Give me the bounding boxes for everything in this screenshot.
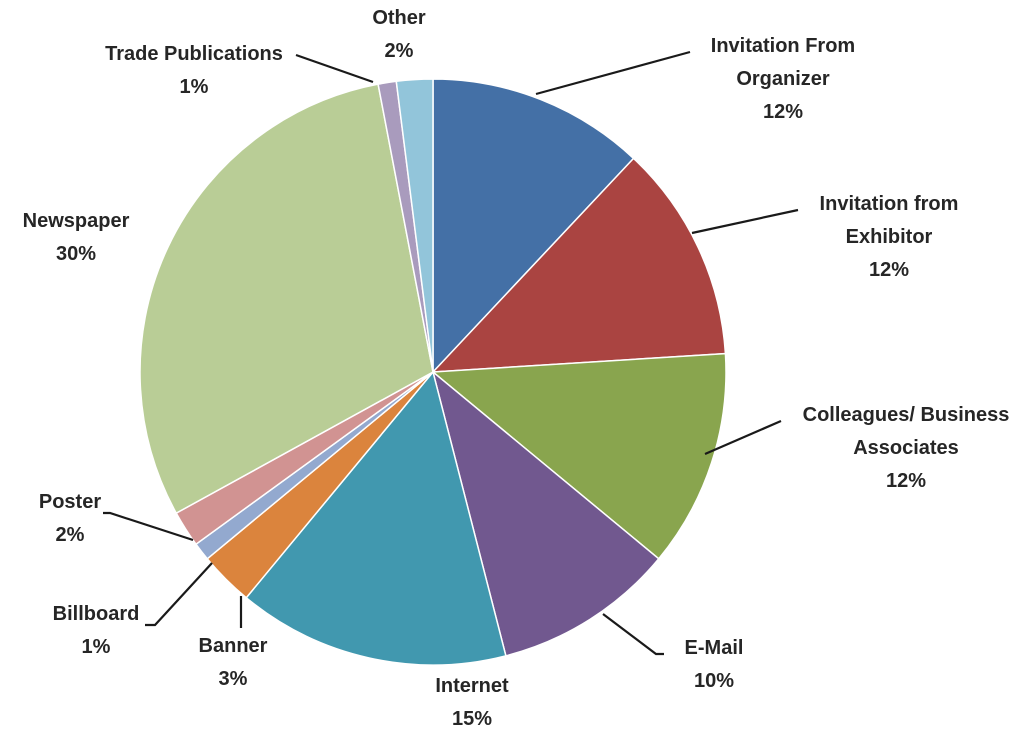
pie-slice bbox=[245, 370, 507, 666]
pie-slices bbox=[139, 78, 727, 666]
slice-label: Invitation from Exhibitor 12% bbox=[820, 193, 959, 281]
slice-name: Exhibitor bbox=[846, 226, 933, 248]
slice-percent: 12% bbox=[886, 470, 926, 492]
leader-line bbox=[704, 419, 782, 456]
slice-percent: 10% bbox=[694, 670, 734, 692]
leader-line bbox=[535, 50, 691, 96]
slice-name: Other bbox=[372, 7, 426, 29]
leader-line bbox=[145, 562, 213, 627]
slice-percent: 3% bbox=[219, 668, 248, 690]
slice-percent: 1% bbox=[180, 76, 209, 98]
pie-slice bbox=[432, 78, 635, 374]
slice-percent: 1% bbox=[82, 636, 111, 658]
pie-slice bbox=[431, 157, 727, 373]
leader-line bbox=[691, 208, 799, 235]
slice-label: Colleagues/ Business Associates 12% bbox=[803, 404, 1010, 492]
slice-label: Internet 15% bbox=[435, 675, 509, 729]
slice-name: Invitation From bbox=[711, 35, 855, 57]
slice-name: Trade Publications bbox=[105, 43, 283, 65]
slice-label: Other 2% bbox=[372, 7, 426, 62]
slice-name: Newspaper bbox=[23, 210, 130, 232]
pie-slice bbox=[431, 369, 660, 657]
slice-labels: Invitation From Organizer 12%Invitation fr… bbox=[23, 7, 1010, 729]
slice-name: Organizer bbox=[736, 68, 830, 90]
slice-percent: 15% bbox=[452, 708, 492, 729]
slice-percent: 2% bbox=[56, 524, 85, 546]
leader-lines bbox=[103, 50, 799, 656]
slice-label: Banner 3% bbox=[199, 635, 268, 690]
slice-label: Trade Publications 1% bbox=[105, 43, 283, 98]
slice-name: Poster bbox=[39, 491, 101, 513]
slice-label: E-Mail 10% bbox=[685, 637, 744, 692]
slice-name: E-Mail bbox=[685, 637, 744, 659]
slice-name: Internet bbox=[435, 675, 509, 697]
slice-name: Colleagues/ Business bbox=[803, 404, 1010, 426]
pie-slice bbox=[431, 352, 727, 560]
slice-label: Billboard 1% bbox=[53, 603, 140, 658]
slice-name: Associates bbox=[853, 437, 959, 459]
slice-label: Invitation From Organizer 12% bbox=[711, 35, 855, 123]
slice-percent: 30% bbox=[56, 243, 96, 265]
slice-name: Banner bbox=[199, 635, 268, 657]
pie-slice bbox=[139, 83, 434, 515]
slice-percent: 2% bbox=[385, 40, 414, 62]
leader-line bbox=[295, 53, 374, 84]
slice-percent: 12% bbox=[763, 101, 803, 123]
pie-slice bbox=[395, 78, 434, 373]
slice-name: Billboard bbox=[53, 603, 140, 625]
slice-label: Poster 2% bbox=[39, 491, 101, 546]
leader-line bbox=[602, 613, 664, 656]
leader-line bbox=[103, 511, 194, 542]
slice-label: Newspaper 30% bbox=[23, 210, 130, 265]
slice-percent: 12% bbox=[869, 259, 909, 281]
slice-name: Invitation from bbox=[820, 193, 959, 215]
